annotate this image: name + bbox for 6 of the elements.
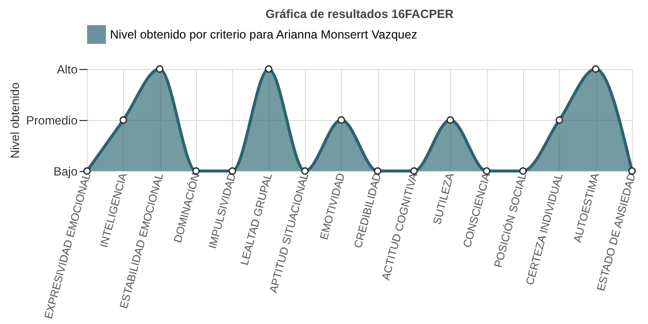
chart-title: Gráfica de resultados 16FACPER [265, 7, 454, 21]
category-label: Alto [56, 62, 78, 76]
y-axis-title: Nivel obtenido [8, 82, 22, 159]
x-tick-label: LEALTAD GRUPAL [238, 172, 275, 267]
category-label: Promedio [26, 114, 78, 128]
legend-label: Nivel obtenido por criterio para Arianna Monserrt Vazquez [110, 28, 418, 42]
